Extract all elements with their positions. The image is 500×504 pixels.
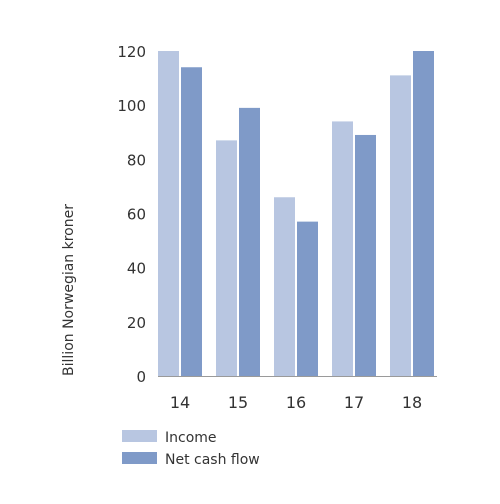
y-tick-label: 80 [127,151,146,169]
x-tick-label: 16 [286,393,306,412]
x-tick-label: 17 [344,393,364,412]
x-axis-ticks: 14 15 16 17 18 [170,393,422,412]
bar-net-cash-flow-14 [181,67,202,376]
bar-net-cash-flow-16 [297,221,318,376]
x-tick-label: 14 [170,393,190,412]
legend: Income Net cash flow [122,430,260,468]
y-axis-ticks: 0 20 40 60 80 100 120 [117,43,146,386]
legend-swatch [122,452,157,464]
bar-income-16 [274,197,295,376]
bar-income-17 [332,121,353,377]
y-tick-label: 0 [136,368,146,386]
bar-income-18 [390,75,411,376]
bar-net-cash-flow-18 [413,51,434,376]
bars [158,51,434,377]
x-tick-label: 15 [228,393,248,412]
y-tick-label: 20 [127,314,146,332]
legend-label: Income [165,430,217,446]
bar-income-14 [158,51,179,376]
x-tick-label: 18 [402,393,422,412]
bar-net-cash-flow-17 [355,134,376,376]
legend-swatch [122,430,157,442]
legend-label: Net cash flow [165,452,260,468]
y-axis-label: Billion Norwegian kroner [61,204,77,376]
bar-net-cash-flow-15 [239,107,260,376]
y-tick-label: 120 [117,43,146,61]
y-tick-label: 100 [117,97,146,115]
bar-income-15 [216,140,237,376]
y-tick-label: 40 [127,260,146,278]
y-tick-label: 60 [127,206,146,224]
